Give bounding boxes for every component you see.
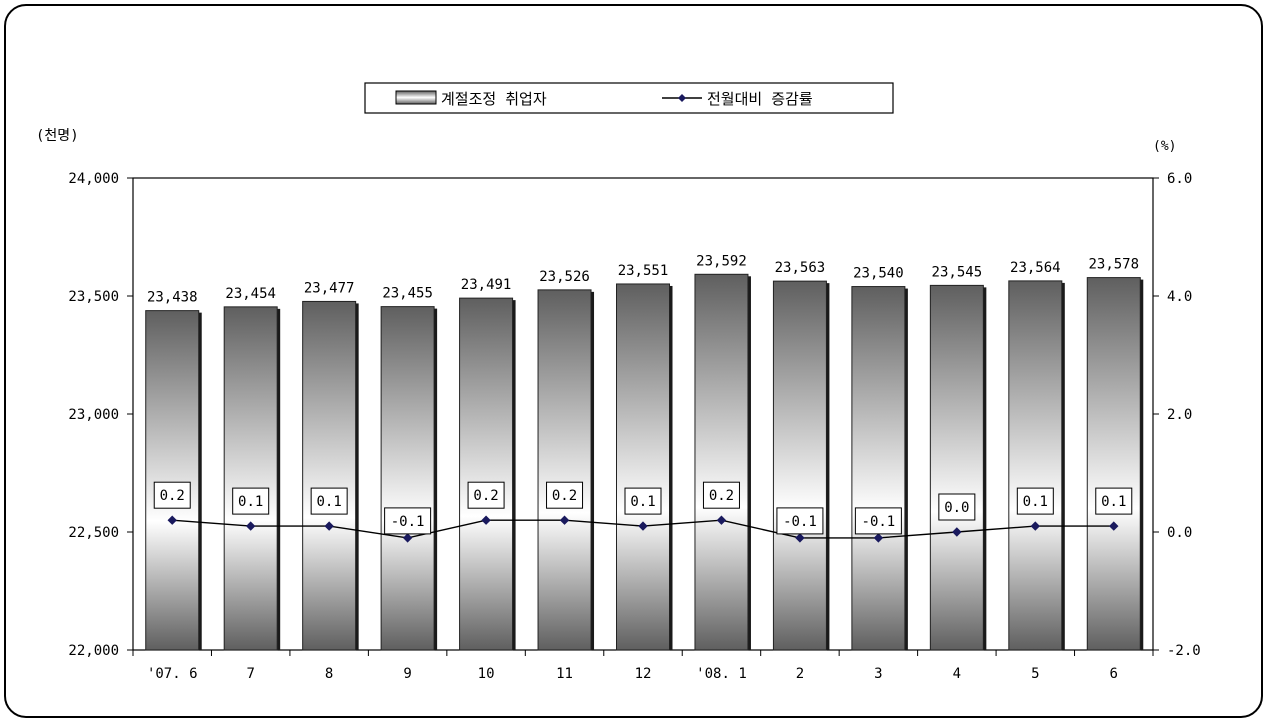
x-tick-label: 7: [246, 666, 254, 682]
y-left-tick-label: 24,000: [68, 171, 119, 187]
y-right-tick-label: 0.0: [1167, 525, 1192, 541]
bar-data-label: 23,545: [932, 264, 983, 280]
line-point: [795, 533, 805, 543]
bar-data-label: 23,578: [1088, 257, 1139, 273]
y-right-tick-label: 2.0: [1167, 407, 1192, 423]
bar: [929, 284, 984, 651]
bar-data-label: 23,526: [539, 269, 590, 285]
line-data-label: -0.1: [391, 514, 425, 530]
x-tick-label: 6: [1110, 666, 1118, 682]
bar: [223, 306, 278, 651]
bar-data-label: 23,455: [382, 286, 433, 302]
bar: [1086, 277, 1141, 651]
bar: [537, 289, 592, 651]
bar-data-label: 23,491: [461, 277, 512, 293]
line-data-label-box: [384, 507, 432, 535]
bar: [302, 300, 357, 651]
line-data-label: 0.2: [160, 488, 185, 504]
y-right-tick-label: -2.0: [1167, 643, 1201, 659]
line-point: [873, 533, 884, 543]
line-data-label-box: [624, 487, 662, 515]
y-right-unit-label: (%): [1153, 139, 1176, 154]
line-data-label-box: [938, 493, 976, 521]
line-data-label: -0.1: [862, 514, 896, 530]
x-tick-label: 12: [635, 666, 652, 682]
line-point: [1030, 521, 1041, 531]
line-data-label-box: [702, 481, 740, 509]
bar: [694, 273, 749, 651]
bar: [145, 310, 200, 651]
x-tick-label: 10: [478, 666, 495, 682]
line-point: [167, 515, 177, 525]
legend-bar-label: 계절조정 취업자: [441, 90, 547, 108]
y-left-unit-label: (천명): [36, 128, 79, 144]
bar-data-label: 23,454: [225, 286, 276, 302]
x-tick-label: '08. 1: [696, 666, 747, 682]
x-tick-label: 8: [325, 666, 333, 682]
line-data-label: 0.2: [709, 488, 734, 504]
line-data-label: -0.1: [783, 514, 817, 530]
bar: [380, 306, 435, 651]
x-tick-label: 11: [556, 666, 573, 682]
line-data-label-box: [153, 481, 191, 509]
x-tick-label: '07. 6: [147, 666, 198, 682]
line-point: [952, 527, 962, 537]
y-left-tick-label: 23,000: [68, 407, 119, 423]
line-data-label-box: [310, 487, 348, 515]
bar-data-label: 23,564: [1010, 260, 1061, 276]
x-tick-label: 3: [874, 666, 882, 682]
bar: [851, 286, 906, 651]
line-point: [324, 521, 334, 531]
line-data-label-box: [232, 487, 270, 515]
line-point: [1109, 521, 1119, 531]
x-tick-label: 4: [953, 666, 961, 682]
line-data-label-box: [1016, 487, 1054, 515]
line-data-label: 0.1: [630, 494, 655, 510]
bar-data-label: 23,563: [775, 260, 826, 276]
bar: [1008, 280, 1063, 651]
legend-line-marker: [678, 94, 686, 102]
bar: [459, 297, 514, 651]
bar-data-label: 23,540: [853, 266, 904, 282]
line-data-label-box: [467, 481, 505, 509]
legend-box: [364, 82, 894, 114]
line-data-label-box: [546, 481, 584, 509]
bar: [616, 283, 670, 651]
line-data-label-box: [854, 507, 902, 535]
line-data-label: 0.1: [238, 494, 263, 510]
line-data-label: 0.1: [1023, 494, 1048, 510]
x-tick-label: 9: [403, 666, 411, 682]
bar-data-label: 23,592: [696, 253, 747, 269]
line-data-label: 0.2: [552, 488, 577, 504]
x-tick-label: 5: [1031, 666, 1039, 682]
bar-data-label: 23,477: [304, 280, 355, 296]
line-data-label: 0.1: [317, 494, 342, 510]
line-data-label: 0.0: [944, 500, 969, 516]
line-data-label-box: [1095, 487, 1133, 515]
y-right-tick-label: 4.0: [1167, 289, 1192, 305]
line-data-label-box: [776, 507, 824, 535]
bar: [772, 280, 827, 651]
y-right-tick-label: 6.0: [1167, 171, 1192, 187]
legend-bar-swatch: [395, 90, 437, 105]
x-tick-label: 2: [796, 666, 804, 682]
line-point: [245, 521, 256, 531]
y-left-tick-label: 22,500: [68, 525, 119, 541]
bar-data-label: 23,551: [618, 263, 669, 279]
bar-data-label: 23,438: [147, 290, 198, 306]
line-point: [716, 515, 727, 525]
y-left-tick-label: 23,500: [68, 289, 119, 305]
line-point: [481, 515, 491, 525]
line-point: [402, 533, 413, 543]
line-point: [638, 521, 648, 531]
line-data-label: 0.1: [1101, 494, 1126, 510]
line-point: [559, 515, 570, 525]
line-data-label: 0.2: [473, 488, 498, 504]
y-left-tick-label: 22,000: [68, 643, 119, 659]
legend-line-label: 전월대비 증감률: [707, 90, 813, 108]
